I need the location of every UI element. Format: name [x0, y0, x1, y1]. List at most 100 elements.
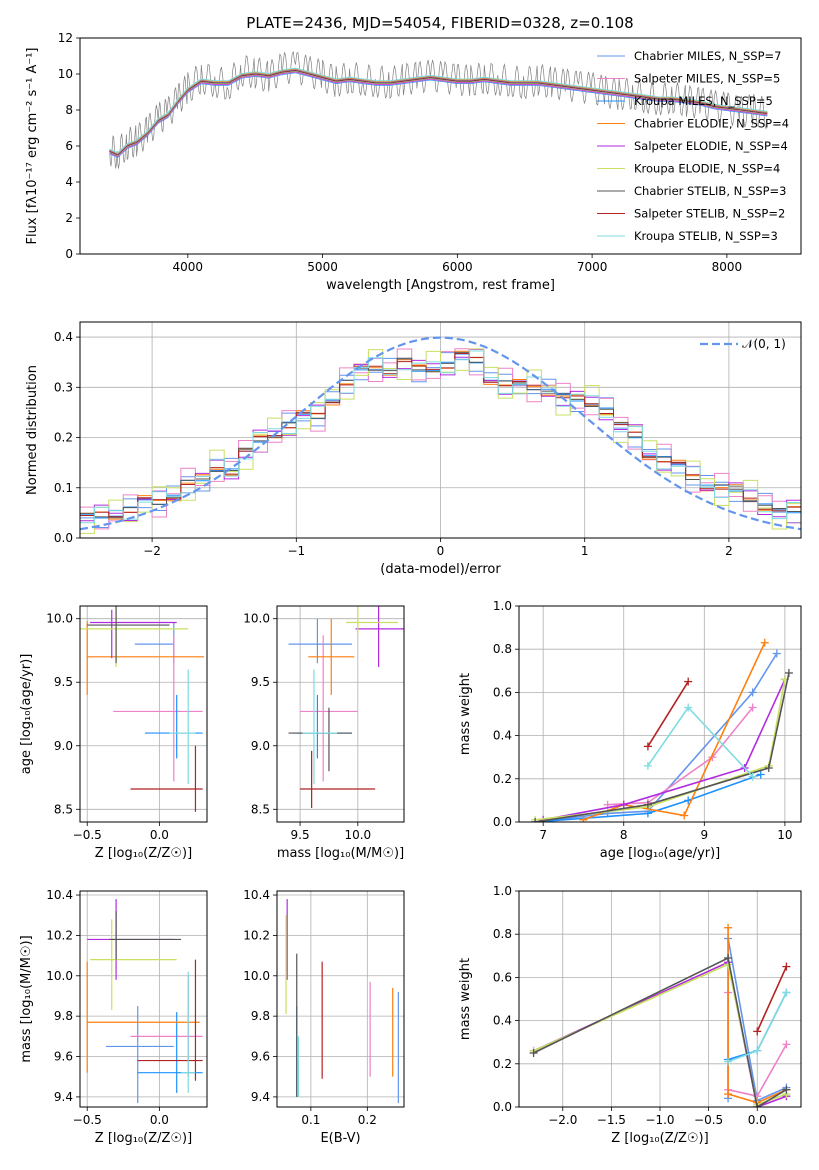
x-tick-label: 7000: [577, 260, 608, 274]
y-tick-label: 9.5: [251, 675, 270, 689]
axes-frame: [276, 605, 405, 823]
x-tick-label: −0.5: [73, 828, 102, 842]
x-tick-label: 8000: [712, 260, 743, 274]
panel-spectrum: 4000 5000 6000 7000 8000 0 2 4 6 8 10 12 Chabrier MI…: [25, 31, 802, 293]
weight-point-marker: [753, 1027, 762, 1036]
y-tick-label: 8: [65, 103, 73, 117]
weight-point-marker: [748, 688, 757, 697]
y-tick-label: 0: [65, 247, 73, 261]
y-tick-label: 0.6: [493, 970, 512, 984]
weight-point-marker: [579, 815, 588, 822]
plot-area: [519, 891, 801, 1107]
x-axis-label: mass [log₁₀(M/M☉)]: [277, 846, 404, 861]
y-tick-label: 0.4: [54, 330, 73, 344]
x-tick-label: 5000: [307, 260, 338, 274]
weight-point-marker: [756, 770, 765, 779]
x-axis-label: Z [log₁₀(Z/Z☉)]: [95, 1131, 192, 1146]
y-tick-label: 9.8: [251, 1009, 270, 1023]
x-tick-label: 7: [539, 828, 547, 842]
x-tick-label: 10.0: [344, 828, 371, 842]
weight-point-marker: [784, 668, 793, 677]
x-tick-label: 6000: [442, 260, 473, 274]
plot-area: [80, 322, 801, 538]
weight-point-marker: [724, 953, 733, 962]
weight-series-line: [543, 679, 786, 821]
panel-residuals: −2 −1 0 1 2 0.0 0.1 0.2 0.3 0.4 𝒩(0, 1) (data-model…: [25, 321, 802, 577]
axes-frame: [79, 890, 208, 1108]
y-axis-label: Normed distribution: [25, 365, 40, 495]
normal-curve: [80, 336, 801, 531]
x-axis-label: (data-model)/error: [380, 562, 501, 577]
y-tick-label: 10.0: [46, 612, 73, 626]
y-tick-label: 9.6: [54, 1050, 73, 1064]
y-tick-label: 9.6: [251, 1050, 270, 1064]
legend-label: Kroupa STELIB, N_SSP=3: [634, 229, 778, 243]
legend-label: Chabrier ELODIE, N_SSP=4: [634, 117, 789, 131]
weight-point-marker: [782, 988, 791, 997]
y-tick-label: 9.4: [251, 1090, 270, 1104]
y-tick-label: 0.6: [493, 685, 512, 699]
weight-point-marker: [724, 923, 733, 932]
y-tick-label: 8.5: [251, 802, 270, 816]
weight-series-line: [583, 642, 766, 821]
y-axis-label: Flux [fλ10⁻¹⁷ erg cm⁻² s⁻¹ A⁻¹]: [25, 48, 40, 245]
x-axis-label: age [log₁₀(age/yr)]: [600, 846, 721, 861]
axes-frame: [276, 890, 405, 1108]
weight-point-marker: [760, 638, 769, 647]
x-tick-label: 10: [777, 828, 792, 842]
x-tick-label: 8: [620, 828, 628, 842]
y-tick-label: 10.2: [46, 928, 73, 942]
y-tick-label: 10.2: [243, 928, 270, 942]
panel-mass_vs_ebv: 0.1 0.2 9.4 9.6 9.8 10.0 10.2 10.4 E(B-V): [243, 888, 405, 1146]
x-tick-label: 0.0: [150, 828, 169, 842]
y-tick-label: 0.4: [493, 729, 512, 743]
x-axis-label: E(B-V): [320, 1131, 360, 1146]
y-tick-label: 0.8: [493, 642, 512, 656]
x-axis-label: Z [log₁₀(Z/Z☉)]: [95, 846, 192, 861]
weight-point-marker: [680, 811, 689, 820]
plot-area: [80, 606, 207, 822]
weight-point-marker: [748, 703, 757, 712]
weight-series-line: [756, 966, 788, 1032]
x-tick-label: 0.1: [301, 1113, 320, 1127]
weight-point-marker: [782, 1040, 791, 1049]
y-tick-label: 10.0: [243, 612, 270, 626]
y-tick-label: 0.0: [493, 1100, 512, 1114]
legend-label: Salpeter ELODIE, N_SSP=4: [634, 139, 788, 153]
x-tick-label: 0.0: [748, 1113, 767, 1127]
y-tick-label: 10: [58, 67, 73, 81]
plot-area: [277, 891, 404, 1107]
x-tick-label: 0.0: [150, 1113, 169, 1127]
y-tick-label: 0.0: [54, 531, 73, 545]
x-tick-label: −2: [143, 544, 161, 558]
weight-point-marker: [529, 1049, 538, 1057]
x-tick-label: 4000: [173, 260, 204, 274]
legend-label: Chabrier STELIB, N_SSP=3: [634, 184, 786, 198]
x-tick-label: 0.2: [358, 1113, 377, 1127]
weight-point-marker: [724, 1057, 733, 1066]
weight-series-line: [534, 672, 790, 822]
y-axis-label: mass weight: [458, 673, 473, 755]
weight-point-marker: [619, 800, 628, 809]
y-axis-label: age [log₁₀(age/yr)]: [19, 654, 34, 775]
y-tick-label: 10.0: [243, 969, 270, 983]
axes-frame: [518, 890, 802, 1108]
weight-series-line: [533, 956, 787, 1107]
x-tick-label: −2.0: [548, 1113, 577, 1127]
y-tick-label: 1.0: [493, 884, 512, 898]
figure-title: PLATE=2436, MJD=54054, FIBERID=0328, z=0…: [246, 14, 633, 32]
panel-age_vs_mass: 9.5 10.0 8.5 9.0 9.5 10.0 mass [log₁₀(M/M☉)]: [243, 605, 405, 861]
axes-frame: [518, 605, 802, 823]
y-tick-label: 2: [65, 211, 73, 225]
histogram-step: [80, 350, 801, 524]
weight-series-line: [535, 773, 761, 822]
legend-label: Salpeter STELIB, N_SSP=2: [634, 207, 785, 221]
x-tick-label: −1.0: [645, 1113, 674, 1127]
y-axis-label: mass [log₁₀(M/M☉)]: [19, 935, 34, 1062]
weight-point-marker: [684, 677, 693, 686]
y-tick-label: 9.5: [54, 675, 73, 689]
weight-point-marker: [684, 703, 693, 712]
y-tick-label: 9.0: [54, 739, 73, 753]
y-tick-label: 0.2: [493, 1057, 512, 1071]
